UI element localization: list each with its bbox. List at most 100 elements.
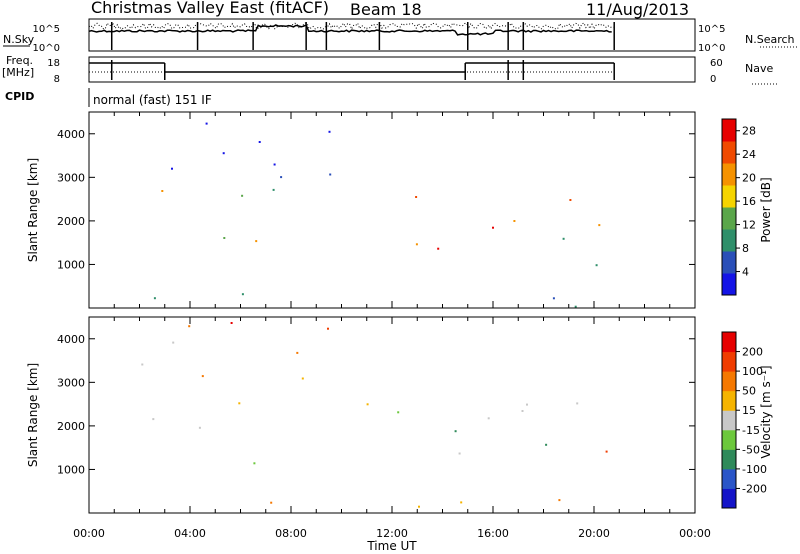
noise-ytick-bottom: 10^0 [33,43,60,54]
beam-label: Beam 18 [350,0,422,19]
power-cell [595,264,598,267]
power-cell [492,226,494,229]
time-tick-label: 00:00 [679,527,711,540]
power-cell [222,152,225,155]
velocity-ytick-label: 3000 [57,376,85,389]
figure-title: Christmas Valley East (fitACF) [91,0,329,17]
power-ytick-label: 2000 [57,215,85,228]
velocity-ylabel: Slant Range [km] [26,363,40,467]
power-colorbar-tick-label: 28 [742,125,756,138]
power-cell [437,247,440,250]
freq-ytick-bottom: 8 [54,74,60,85]
velocity-cell [141,363,144,366]
nave-ytick-top: 60 [710,58,723,69]
power-colorbar-segment [722,229,736,252]
frequency-lines [89,60,615,80]
nsearch-label: N.Search [745,33,795,46]
nsearch-series [88,22,615,31]
freq-label-top: Freq. [6,54,33,67]
velocity-cell [397,411,400,414]
power-colorbar-tick-label: 4 [742,266,749,279]
power-cell [153,297,156,300]
power-colorbar-frame [721,118,737,296]
noise-right-ytick-top: 10^5 [698,24,725,35]
velocity-cell [576,402,579,405]
velocity-cell [172,341,175,344]
noise-ytick-top: 10^5 [33,24,60,35]
power-colorbar-tick-label: 16 [742,195,756,208]
power-cell [598,224,601,227]
power-cell [415,243,418,246]
velocity-colorbar-segment [722,332,736,353]
power-colorbar-segment [722,251,736,274]
velocity-cell [605,450,608,453]
velocity-cell [152,418,155,421]
noise-right-ytick-bottom: 10^0 [698,43,725,54]
power-cell [552,297,555,300]
nave-ytick-bottom: 0 [710,74,716,85]
velocity-cell [558,499,561,502]
velocity-colorbar-segment [722,390,736,411]
velocity-cell [487,417,490,420]
velocity-colorbar-tick-label: -200 [742,482,767,495]
time-axis: 00:00 04:00 08:00 12:00 16:00 20:00 00:00 [73,527,711,540]
velocity-colorbar-tick-label: -100 [742,463,767,476]
freq-label-bottom: [MHz] [2,66,34,79]
power-panel: 1000 2000 3000 4000 Slant Range [km] [26,111,696,309]
power-colorbar-tick-label: 8 [742,242,749,255]
time-tick-label: 20:00 [578,527,610,540]
time-tick-label: 12:00 [376,527,408,540]
velocity-colorbar-tick-label: -15 [742,424,760,437]
velocity-colorbar-tick-label: -50 [742,443,760,456]
velocity-cell [238,402,241,405]
power-cell [562,237,565,240]
power-cell [223,237,226,239]
power-colorbar-segment [722,185,736,208]
frequency-panel: 18 8 60 0 Freq. [MHz] Nave [2,54,778,85]
velocity-cell [253,462,256,465]
power-cell [241,194,244,197]
nsky-series [88,23,612,36]
velocity-colorbar-segment [722,429,736,450]
power-ytick-label: 1000 [57,258,85,271]
velocity-cell [418,505,420,508]
velocity-cell [270,501,273,504]
power-cell [258,141,261,143]
velocity-cell [366,403,369,406]
freq-ytick-top: 18 [47,58,60,69]
power-colorbar: 4 8 12 16 20 24 28 [721,118,756,296]
velocity-cell [188,325,191,328]
power-colorbar-label: Power [dB] [759,177,773,242]
power-cell [241,293,244,296]
velocity-cell [301,377,304,380]
velocity-cell [296,351,299,354]
cpid-text: normal (fast) 151 IF [93,93,212,107]
velocity-panel: 1000 2000 3000 4000 Slant Range [km] [26,316,696,514]
power-data [153,122,601,308]
nsky-label: N.Sky [3,33,35,46]
velocity-colorbar: 200 100 50 15 -15 -50 -100 -200 [721,331,767,509]
power-cell [161,190,164,192]
power-cell [574,305,577,308]
power-colorbar-segment [722,141,736,164]
velocity-colorbar-tick-label: 100 [742,365,763,378]
power-cell [415,196,418,198]
power-colorbar-tick-label: 24 [742,148,756,161]
velocity-cell [198,426,201,429]
power-cell [171,167,173,170]
velocity-colorbar-segment [722,410,736,431]
power-panel-frame [88,111,696,309]
velocity-cell [327,327,329,330]
velocity-colorbar-segment [722,371,736,392]
power-cell [272,188,275,191]
velocity-cell [458,452,461,455]
power-cell [513,220,516,222]
time-tick-label: 16:00 [477,527,509,540]
velocity-cell [526,403,528,406]
time-tick-label: 08:00 [275,527,307,540]
velocity-cell [460,501,463,504]
velocity-ytick-label: 4000 [57,333,85,346]
noise-panel-frame [88,18,696,52]
velocity-colorbar-segment [722,449,736,470]
power-colorbar-tick-label: 20 [742,172,756,185]
